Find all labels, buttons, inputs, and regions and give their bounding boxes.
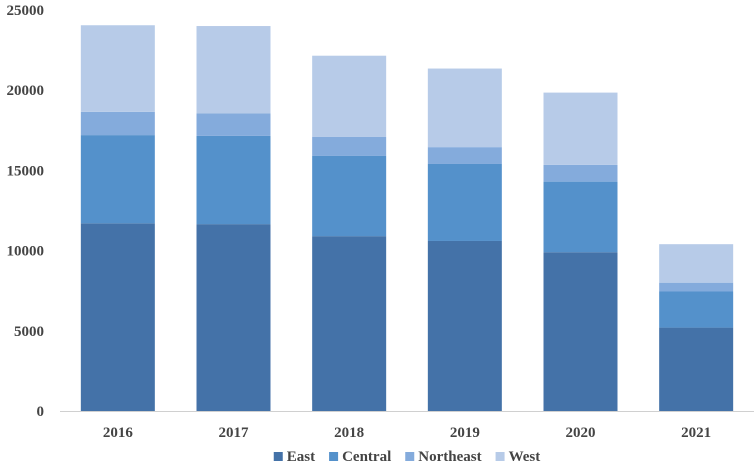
y-axis: 0 5000 10000 15000 20000 25000 — [7, 3, 45, 420]
bar-east-2021 — [659, 327, 734, 411]
bar-east-2018 — [312, 236, 387, 411]
bar-northeast-2021 — [659, 282, 734, 292]
bar-northeast-2019 — [427, 147, 502, 164]
bar-east-2017 — [196, 224, 271, 411]
legend-item-northeast: Northeast — [405, 449, 482, 465]
legend-swatch — [273, 452, 283, 461]
legend-label: East — [287, 449, 315, 465]
bar-east-2016 — [80, 223, 155, 411]
legend-label: Northeast — [418, 449, 481, 465]
bar-central-2020 — [543, 181, 618, 253]
bar-west-2016 — [80, 25, 155, 112]
legend-item-west: West — [495, 449, 541, 465]
x-tick-label: 2020 — [566, 425, 596, 441]
x-tick-label: 2016 — [103, 425, 134, 441]
legend-item-east: East — [273, 449, 315, 465]
bar-central-2021 — [659, 291, 734, 328]
legend: East Central Northeast West — [273, 449, 541, 465]
y-tick-label: 0 — [37, 404, 45, 420]
x-tick-label: 2017 — [219, 425, 250, 441]
bar-central-2016 — [80, 135, 155, 224]
x-tick-label: 2021 — [681, 425, 711, 441]
y-tick-label: 5000 — [14, 324, 44, 340]
x-tick-label: 2019 — [450, 425, 480, 441]
y-tick-label: 20000 — [7, 83, 45, 99]
legend-label: West — [509, 449, 541, 465]
bar-west-2017 — [196, 26, 271, 114]
bar-central-2017 — [196, 135, 271, 225]
bar-east-2019 — [427, 240, 502, 411]
legend-item-central: Central — [329, 449, 391, 465]
bar-east-2020 — [543, 252, 618, 411]
bar-northeast-2017 — [196, 113, 271, 136]
bar-west-2020 — [543, 92, 618, 165]
bar-central-2018 — [312, 155, 387, 237]
bar-central-2019 — [427, 163, 502, 241]
legend-swatch — [495, 452, 505, 461]
bar-northeast-2016 — [80, 111, 155, 136]
bar-west-2019 — [427, 68, 502, 148]
bar-west-2018 — [312, 55, 387, 137]
bars-group — [80, 25, 734, 411]
bar-northeast-2020 — [543, 164, 618, 182]
bar-northeast-2018 — [312, 136, 387, 156]
y-tick-label: 15000 — [7, 163, 45, 179]
y-tick-label: 25000 — [7, 3, 45, 19]
x-axis: 2016 2017 2018 2019 2020 2021 — [103, 425, 711, 441]
x-tick-label: 2018 — [334, 425, 364, 441]
legend-swatch — [405, 452, 415, 461]
legend-label: Central — [342, 449, 391, 465]
legend-swatch — [329, 452, 339, 461]
y-tick-label: 10000 — [7, 244, 45, 260]
bar-west-2021 — [659, 244, 734, 283]
